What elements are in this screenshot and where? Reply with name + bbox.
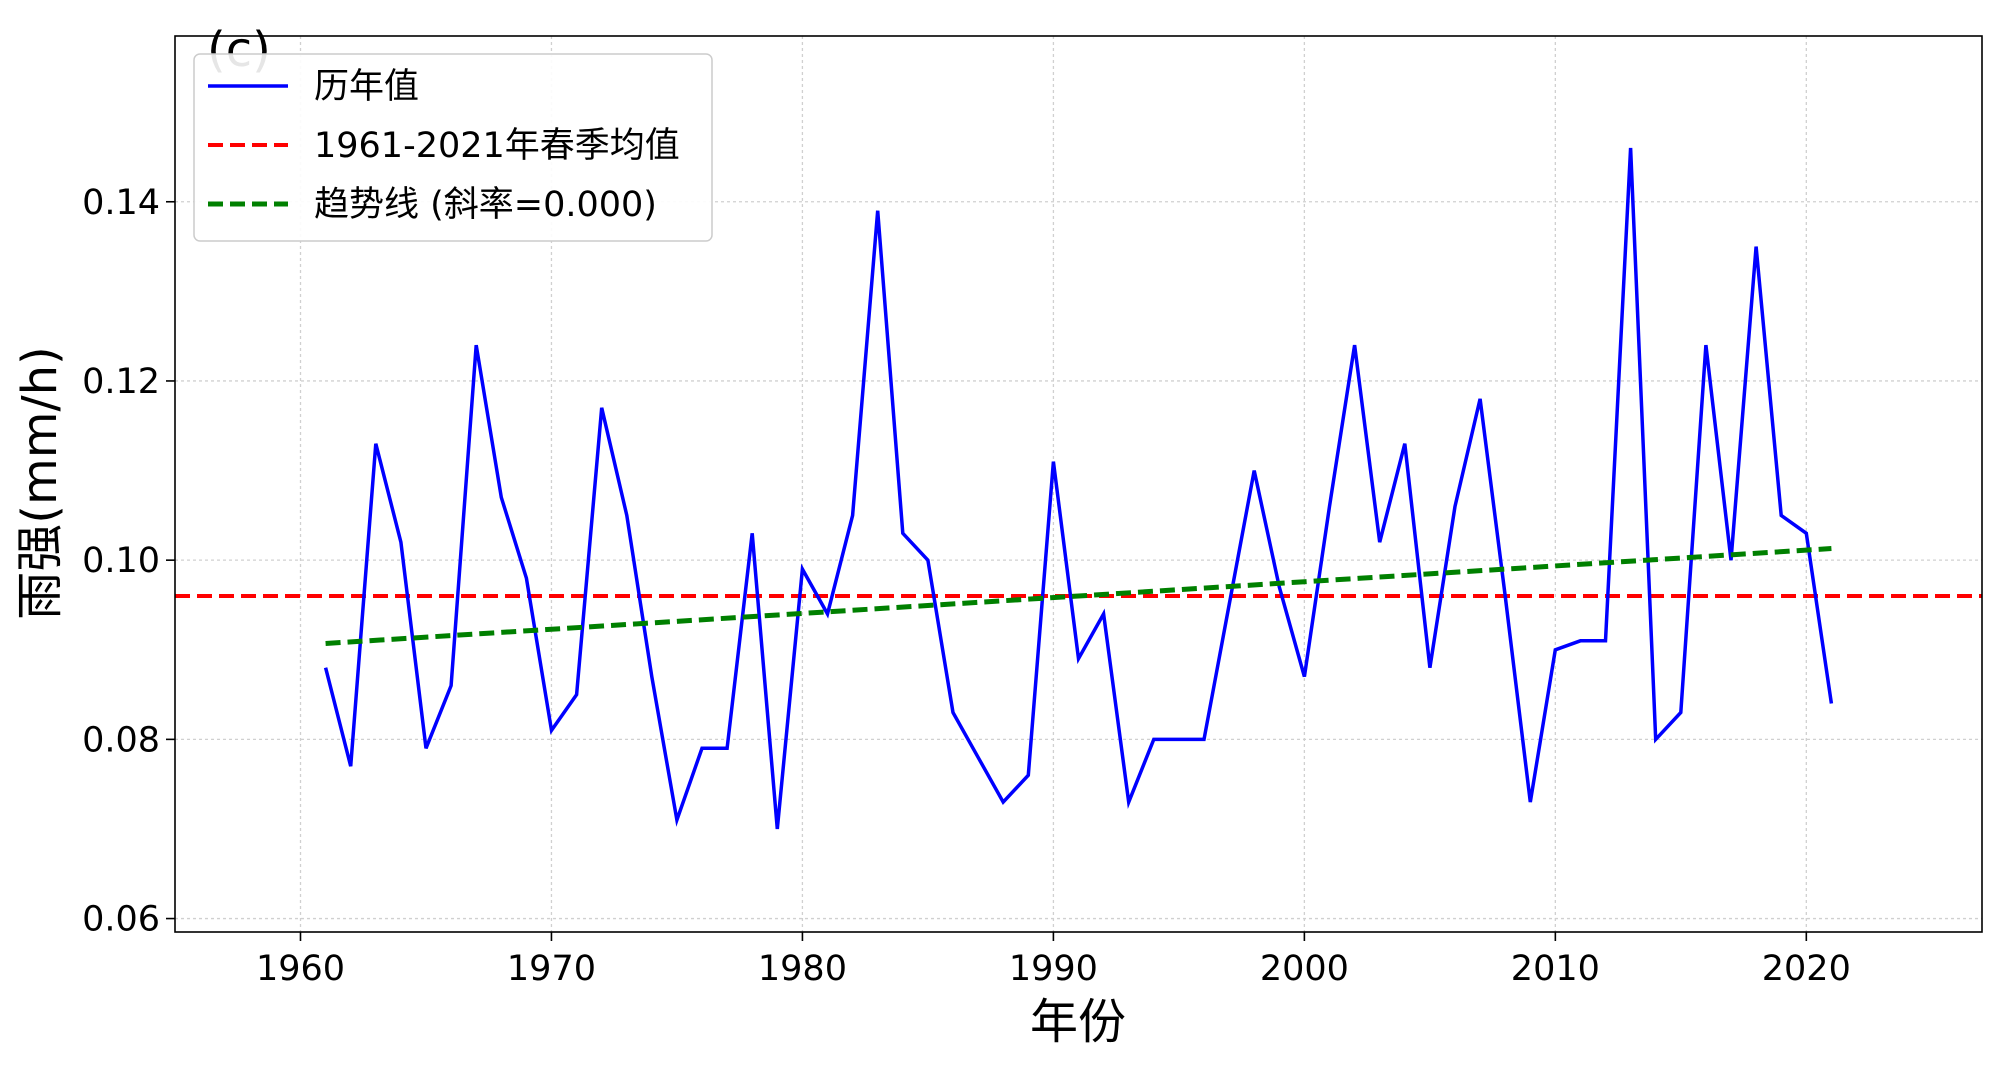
legend-box [193, 53, 713, 242]
x-tick-label: 2010 [1511, 949, 1600, 989]
annual-values-line [323, 147, 1834, 830]
x-tick-label: 1970 [507, 949, 596, 989]
legend-label-trend-line: 趋势线 (斜率=0.000) [314, 185, 657, 225]
axis-layer: 1960 1970 1980 1990 2000 2010 2020 0.06 0.08 0.10… [82, 183, 1851, 989]
y-tick-label: 0.14 [82, 183, 160, 223]
legend-label-spring-mean: 1961-2021年春季均值 [314, 126, 680, 166]
y-tick-label: 0.12 [82, 362, 160, 402]
trend-line [325, 546, 1832, 646]
plot-area-frame [174, 35, 1983, 933]
y-tick-label: 0.08 [82, 720, 160, 760]
y-tick-label: 0.10 [82, 541, 160, 581]
legend: 历年值 1961-2021年春季均值 趋势线 (斜率=0.000) [193, 53, 713, 242]
y-tick-label: 0.06 [82, 900, 160, 940]
x-tick-label: 1960 [256, 949, 345, 989]
x-tick-label: 2020 [1762, 949, 1851, 989]
x-tick-label: 1980 [758, 949, 847, 989]
series-layer [175, 147, 1982, 830]
x-tick-label: 1990 [1009, 949, 1098, 989]
y-axis-label: 雨强(mm/h) [12, 346, 68, 620]
x-tick-label: 2000 [1260, 949, 1349, 989]
legend-label-annual-values: 历年值 [314, 67, 419, 107]
x-axis-label: 年份 [1030, 994, 1126, 1050]
